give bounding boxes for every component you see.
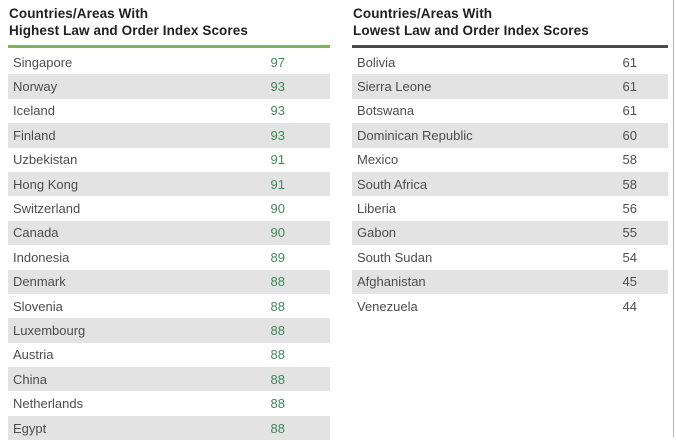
- score-value: 88: [270, 396, 285, 412]
- table-row: South Africa 58: [352, 171, 668, 197]
- table-row: Mexico 58: [352, 148, 668, 172]
- score-value: 91: [270, 152, 285, 168]
- score-value: 90: [270, 225, 285, 241]
- table-row: Netherlands 88: [8, 391, 330, 415]
- table-row: Denmark 88: [8, 269, 330, 294]
- table-row: Bolivia 61: [352, 50, 668, 74]
- country-label: Austria: [13, 347, 54, 363]
- highest-scores-rows: Singapore 97 Norway 93 Iceland 93 Finland 93 Uzb…: [8, 50, 330, 440]
- highest-scores-table: Countries/Areas With Highest Law and Ord…: [8, 4, 330, 440]
- country-label: Sierra Leone: [357, 79, 432, 95]
- country-label: South Africa: [357, 176, 428, 192]
- score-value: 54: [622, 249, 637, 265]
- country-label: Singapore: [13, 54, 73, 70]
- score-value: 56: [622, 201, 637, 217]
- table-row: Hong Kong 91: [8, 171, 330, 197]
- country-label: Luxembourg: [13, 322, 86, 338]
- table-row: Norway 93: [8, 74, 330, 99]
- table-row: Afghanistan 45: [352, 269, 668, 294]
- table-row: Canada 90: [8, 220, 330, 246]
- country-label: Indonesia: [13, 249, 70, 265]
- country-label: Afghanistan: [357, 274, 426, 290]
- table-row: Dominican Republic 60: [352, 123, 668, 148]
- country-label: Canada: [13, 225, 59, 241]
- table-row: Sierra Leone 61: [352, 74, 668, 99]
- lowest-scores-rows: Bolivia 61 Sierra Leone 61 Botswana 61 Dominic…: [352, 50, 668, 318]
- table-row: Egypt 88: [8, 415, 330, 440]
- table-row: Switzerland 90: [8, 196, 330, 220]
- country-label: South Sudan: [357, 249, 433, 265]
- table-row: Slovenia 88: [8, 294, 330, 318]
- score-value: 58: [622, 176, 637, 192]
- lowest-title-line-1: Countries/Areas With: [353, 6, 493, 21]
- lowest-scores-table: Countries/Areas With Lowest Law and Orde…: [352, 4, 668, 440]
- country-label: Slovenia: [13, 298, 63, 314]
- country-label: Liberia: [357, 201, 397, 217]
- lowest-title-line-2: Lowest Law and Order Index Scores: [353, 23, 589, 38]
- score-value: 45: [622, 274, 637, 290]
- table-row: China 88: [8, 367, 330, 392]
- score-value: 88: [270, 347, 285, 363]
- country-label: Norway: [13, 79, 58, 95]
- country-label: Denmark: [13, 274, 66, 290]
- table-row: Singapore 97: [8, 50, 330, 74]
- score-value: 89: [270, 249, 285, 265]
- table-row: Gabon 55: [352, 220, 668, 246]
- score-value: 55: [622, 225, 637, 241]
- score-value: 61: [622, 79, 637, 95]
- score-value: 60: [622, 127, 637, 143]
- highest-table-title: Countries/Areas With Highest Law and Ord…: [8, 4, 330, 45]
- score-value: 93: [270, 127, 285, 143]
- country-label: Iceland: [13, 103, 55, 119]
- table-row: Luxembourg 88: [8, 318, 330, 343]
- score-value: 90: [270, 201, 285, 217]
- table-row: South Sudan 54: [352, 245, 668, 269]
- score-value: 61: [622, 54, 637, 70]
- country-label: China: [13, 371, 47, 387]
- table-row: Austria 88: [8, 343, 330, 367]
- country-label: Bolivia: [357, 54, 396, 70]
- country-label: Finland: [13, 127, 56, 143]
- score-value: 88: [270, 322, 285, 338]
- country-label: Dominican Republic: [357, 127, 473, 143]
- green-header-rule: [8, 45, 330, 48]
- country-label: Botswana: [357, 103, 415, 119]
- highest-title-line-2: Highest Law and Order Index Scores: [9, 23, 248, 38]
- country-label: Gabon: [357, 225, 397, 241]
- country-label: Switzerland: [13, 201, 81, 217]
- country-label: Hong Kong: [13, 176, 79, 192]
- score-value: 91: [270, 176, 285, 192]
- highest-title-line-1: Countries/Areas With: [9, 6, 149, 21]
- country-label: Venezuela: [357, 298, 418, 314]
- country-label: Egypt: [13, 420, 47, 436]
- table-row: Iceland 93: [8, 99, 330, 123]
- score-value: 61: [622, 103, 637, 119]
- table-row: Venezuela 44: [352, 294, 668, 318]
- table-row: Uzbekistan 91: [8, 148, 330, 172]
- table-row: Botswana 61: [352, 99, 668, 123]
- country-label: Uzbekistan: [13, 152, 78, 168]
- score-value: 88: [270, 298, 285, 314]
- country-label: Netherlands: [13, 396, 84, 412]
- lowest-table-title: Countries/Areas With Lowest Law and Orde…: [352, 4, 668, 45]
- dark-header-rule: [352, 45, 668, 48]
- score-value: 88: [270, 420, 285, 436]
- score-value: 97: [270, 54, 285, 70]
- screenshot-right-edge: [673, 0, 674, 437]
- score-value: 44: [622, 298, 637, 314]
- score-value: 58: [622, 152, 637, 168]
- score-value: 88: [270, 371, 285, 387]
- score-value: 93: [270, 103, 285, 119]
- table-row: Liberia 56: [352, 196, 668, 220]
- table-row: Indonesia 89: [8, 245, 330, 269]
- score-value: 93: [270, 79, 285, 95]
- country-label: Mexico: [357, 152, 399, 168]
- table-row: Finland 93: [8, 123, 330, 148]
- score-value: 88: [270, 274, 285, 290]
